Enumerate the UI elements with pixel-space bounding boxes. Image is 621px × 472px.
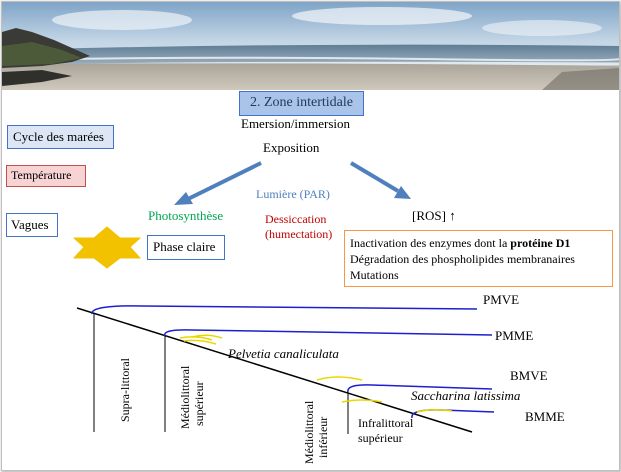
tide-line-pmme — [164, 329, 493, 337]
ros-effects-box: Inactivation des enzymes dont la protéin… — [344, 230, 613, 287]
effect-phospholipids: Dégradation des phospholipides membranai… — [350, 252, 575, 266]
arrow-right — [349, 161, 411, 199]
waves-box: Vagues — [6, 213, 58, 237]
pelvetia-algae-icon — [179, 334, 223, 345]
photosynthesis-label: Photosynthèse — [148, 208, 224, 223]
beach-panorama-photo — [2, 2, 619, 90]
zone-label-medio-inf-1: Médiolittoral — [302, 400, 316, 464]
tide-label-bmve: BMVE — [510, 368, 548, 383]
light-par-label: Lumière (PAR) — [256, 187, 330, 201]
saccharina-algae-icon — [316, 376, 453, 413]
light-phase-box: Phase claire — [147, 235, 225, 260]
dessiccation-label: Dessiccation — [265, 212, 327, 226]
temperature-box: Température — [6, 165, 86, 187]
effect-enzymes-text: Inactivation des enzymes dont la — [350, 236, 511, 250]
shore-slope-line — [76, 307, 473, 433]
effect-mutations: Mutations — [350, 268, 399, 282]
tide-label-pmve: PMVE — [483, 292, 519, 307]
tide-line-bmve — [347, 384, 493, 393]
emersion-label: Emersion/immersion — [241, 116, 351, 131]
species-pelvetia: Pelvetia canaliculata — [227, 346, 339, 361]
zone-label-infra-2: supérieur — [358, 431, 403, 445]
zone-label-infra-1: Infralittoral — [358, 416, 414, 430]
zone-label-medio-sup-1: Médiolittoral — [178, 365, 192, 429]
zone-label-supra: Supra-littoral — [118, 357, 132, 422]
sun-star-icon — [73, 226, 141, 269]
effect-enzymes: Inactivation des enzymes dont la protéin… — [350, 235, 612, 251]
zone-label-medio-inf-2: inférieur — [316, 417, 330, 458]
tide-label-pmme: PMME — [495, 328, 533, 343]
tide-label-bmme: BMME — [525, 409, 565, 424]
exposition-label: Exposition — [263, 140, 320, 155]
arrow-left — [174, 161, 262, 205]
tide-line-pmve — [91, 305, 478, 315]
humectation-label: (humectation) — [265, 227, 333, 241]
species-saccharina: Saccharina latissima — [411, 388, 521, 403]
protein-d1-text: protéine D1 — [510, 236, 571, 250]
ros-label: [ROS] ↑ — [412, 208, 456, 223]
tide-cycle-box: Cycle des marées — [7, 125, 114, 149]
section-title: 2. Zone intertidale — [239, 91, 364, 116]
zone-label-medio-sup-2: supérieur — [192, 381, 206, 426]
